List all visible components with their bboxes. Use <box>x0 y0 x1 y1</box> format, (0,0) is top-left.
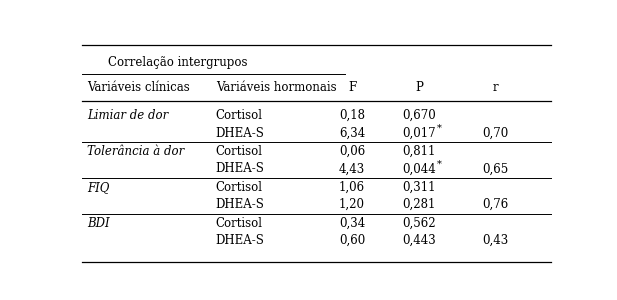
Text: 0,044: 0,044 <box>402 162 436 175</box>
Text: 0,670: 0,670 <box>402 109 436 122</box>
Text: 0,06: 0,06 <box>339 145 365 158</box>
Text: F: F <box>348 82 356 94</box>
Text: 6,34: 6,34 <box>339 127 365 140</box>
Text: 0,017: 0,017 <box>402 127 436 140</box>
Text: 0,18: 0,18 <box>339 109 365 122</box>
Text: Cortisol: Cortisol <box>216 109 263 122</box>
Text: 0,311: 0,311 <box>402 181 436 194</box>
Text: 0,60: 0,60 <box>339 234 365 247</box>
Text: r: r <box>493 82 499 94</box>
Text: P: P <box>415 82 423 94</box>
Text: 1,20: 1,20 <box>339 198 365 211</box>
Text: 1,06: 1,06 <box>339 181 365 194</box>
Text: 0,43: 0,43 <box>482 234 508 247</box>
Text: FIQ: FIQ <box>86 181 109 194</box>
Text: 0,443: 0,443 <box>402 234 436 247</box>
Text: Cortisol: Cortisol <box>216 217 263 230</box>
Text: Variáveis clínicas: Variáveis clínicas <box>86 82 189 94</box>
Text: Cortisol: Cortisol <box>216 145 263 158</box>
Text: 0,281: 0,281 <box>402 198 436 211</box>
Text: Variáveis hormonais: Variáveis hormonais <box>216 82 336 94</box>
Text: DHEA-S: DHEA-S <box>216 234 265 247</box>
Text: DHEA-S: DHEA-S <box>216 162 265 175</box>
Text: 0,65: 0,65 <box>482 162 508 175</box>
Text: Cortisol: Cortisol <box>216 181 263 194</box>
Text: Limiar de dor: Limiar de dor <box>86 109 168 122</box>
Text: BDI: BDI <box>86 217 109 230</box>
Text: 0,811: 0,811 <box>402 145 436 158</box>
Text: Tolerância à dor: Tolerância à dor <box>86 145 184 158</box>
Text: *: * <box>437 159 442 168</box>
Text: 0,562: 0,562 <box>402 217 436 230</box>
Text: 0,76: 0,76 <box>482 198 508 211</box>
Text: Correlação intergrupos: Correlação intergrupos <box>108 56 247 69</box>
Text: DHEA-S: DHEA-S <box>216 127 265 140</box>
Text: DHEA-S: DHEA-S <box>216 198 265 211</box>
Text: 0,70: 0,70 <box>482 127 508 140</box>
Text: 0,34: 0,34 <box>339 217 365 230</box>
Text: *: * <box>437 123 442 132</box>
Text: 4,43: 4,43 <box>339 162 365 175</box>
